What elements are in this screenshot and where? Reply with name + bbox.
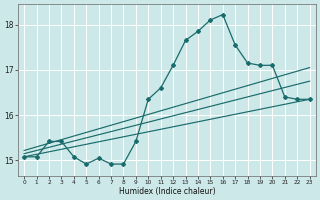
X-axis label: Humidex (Indice chaleur): Humidex (Indice chaleur) — [119, 187, 215, 196]
